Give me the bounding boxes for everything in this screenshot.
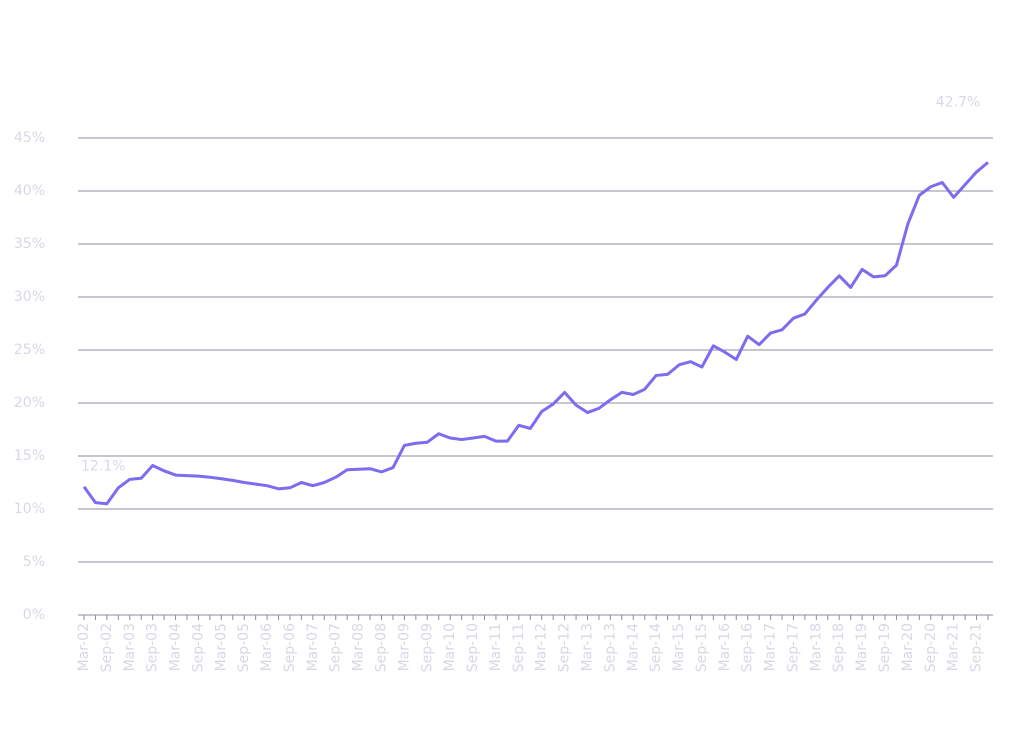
x-tick-label: Sep-21 — [969, 623, 985, 672]
x-tick-label: Sep-10 — [465, 623, 481, 672]
y-tick-label: 25% — [14, 342, 45, 358]
x-tick-label: Sep-15 — [694, 623, 710, 672]
x-tick-label: Mar-08 — [351, 623, 367, 671]
x-tick-label: Sep-05 — [236, 623, 252, 672]
y-tick-label: 5% — [23, 554, 45, 570]
y-tick-label: 45% — [14, 130, 45, 146]
x-tick-label: Mar-13 — [579, 623, 595, 671]
x-tick-label: Sep-07 — [328, 623, 344, 672]
x-tick-label: Sep-17 — [785, 623, 801, 672]
x-tick-label: Mar-17 — [763, 623, 779, 671]
y-tick-label: 0% — [23, 607, 45, 623]
x-tick-label: Sep-02 — [99, 623, 115, 672]
x-tick-label: Sep-16 — [740, 623, 756, 672]
x-tick-label: Sep-03 — [145, 623, 161, 672]
x-tick-label: Sep-18 — [831, 623, 847, 672]
x-tick-label: Mar-21 — [946, 623, 962, 671]
x-tick-label: Mar-05 — [213, 623, 229, 671]
x-tick-label: Sep-12 — [557, 623, 573, 672]
x-tick-label: Mar-10 — [442, 623, 458, 671]
x-tick-label: Sep-14 — [648, 623, 664, 672]
x-tick-label: Mar-09 — [396, 623, 412, 671]
x-tick-label: Mar-19 — [854, 623, 870, 671]
x-tick-label: Mar-11 — [488, 623, 504, 671]
y-tick-label: 40% — [14, 183, 45, 199]
x-tick-label: Mar-07 — [305, 623, 321, 671]
y-tick-label: 20% — [14, 395, 45, 411]
data-label: 12.1% — [81, 459, 125, 475]
x-tick-label: Sep-13 — [602, 623, 618, 672]
y-tick-label: 15% — [14, 448, 45, 464]
x-tick-label: Mar-06 — [259, 623, 275, 671]
x-tick-label: Mar-20 — [900, 623, 916, 671]
x-tick-label: Mar-12 — [534, 623, 550, 671]
x-tick-label: Mar-04 — [168, 623, 184, 671]
x-tick-label: Sep-08 — [374, 623, 390, 672]
x-tick-label: Mar-02 — [76, 623, 92, 671]
x-tick-label: Mar-03 — [122, 623, 138, 671]
x-tick-label: Sep-11 — [511, 623, 527, 672]
x-tick-label: Sep-09 — [419, 623, 435, 672]
x-tick-label: Sep-06 — [282, 623, 298, 672]
x-tick-label: Mar-14 — [625, 623, 641, 671]
x-tick-label: Mar-16 — [717, 623, 733, 671]
x-tick-label: Mar-18 — [808, 623, 824, 671]
line — [82, 161, 989, 506]
y-tick-label: 30% — [14, 289, 45, 305]
x-tick-label: Sep-04 — [190, 623, 206, 672]
x-tick-label: Sep-19 — [877, 623, 893, 672]
data-label: 42.7% — [936, 94, 980, 110]
x-tick-label: Sep-20 — [923, 623, 939, 672]
y-tick-label: 35% — [14, 236, 45, 252]
x-tick-label: Mar-15 — [671, 623, 687, 671]
y-tick-label: 10% — [14, 501, 45, 517]
